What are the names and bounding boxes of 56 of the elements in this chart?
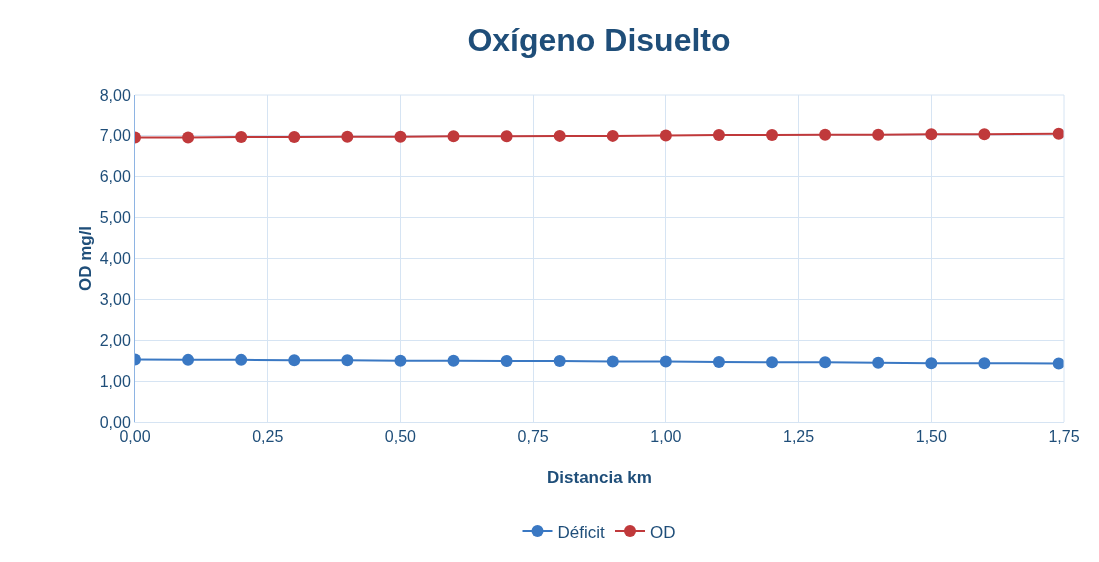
x-tick-label: 1,75 [1048, 428, 1080, 446]
point [978, 128, 991, 141]
x-axis-title: Distancia km [547, 468, 652, 487]
point [766, 356, 779, 369]
point [712, 129, 725, 142]
y-tick-label: 3,00 [99, 290, 131, 308]
point [341, 130, 354, 143]
y-tick-label: 8,00 [99, 86, 131, 104]
point [659, 355, 672, 368]
point [978, 357, 991, 370]
point [606, 129, 619, 142]
x-tick-label: 1,50 [915, 428, 947, 446]
y-tick-label: 5,00 [99, 209, 131, 227]
point [872, 356, 885, 369]
y-tick-label: 1,00 [99, 372, 131, 390]
y-axis-title: OD mg/l [76, 225, 95, 292]
point [341, 354, 354, 367]
x-tick-label: 0,25 [252, 428, 284, 446]
point [606, 355, 619, 368]
point [925, 128, 938, 141]
point [447, 130, 460, 143]
point [872, 128, 885, 141]
point [182, 131, 195, 144]
point [235, 353, 248, 366]
x-tick-label: 1,00 [650, 428, 682, 446]
point [394, 130, 407, 143]
point [447, 354, 460, 367]
chart-title: Oxígeno Disuelto [467, 21, 731, 58]
point [766, 129, 779, 142]
x-tick-label: 0,75 [517, 428, 549, 446]
point [553, 129, 566, 142]
x-tick-label: 1,25 [783, 428, 815, 446]
legend-label: OD [650, 522, 676, 542]
x-tick-label: 0,00 [119, 428, 151, 446]
y-tick-label: 2,00 [99, 331, 131, 349]
x-tick-label: 0,50 [384, 428, 417, 446]
point [553, 355, 566, 368]
y-tick-label: 6,00 [99, 168, 131, 186]
point [288, 131, 301, 144]
point [394, 354, 407, 367]
y-tick-label: 0,00 [99, 413, 131, 431]
point [288, 354, 301, 367]
point [1052, 127, 1064, 140]
legend-label: Déficit [557, 522, 606, 542]
point [925, 357, 938, 370]
y-tick-label: 4,00 [99, 250, 131, 268]
point [500, 130, 513, 143]
point [500, 355, 513, 368]
point [1052, 357, 1064, 370]
y-tick-label: 7,00 [99, 127, 131, 145]
point [235, 131, 248, 144]
point [819, 356, 832, 369]
point [182, 353, 195, 366]
point [659, 129, 672, 142]
point [712, 355, 725, 368]
point [819, 128, 832, 141]
